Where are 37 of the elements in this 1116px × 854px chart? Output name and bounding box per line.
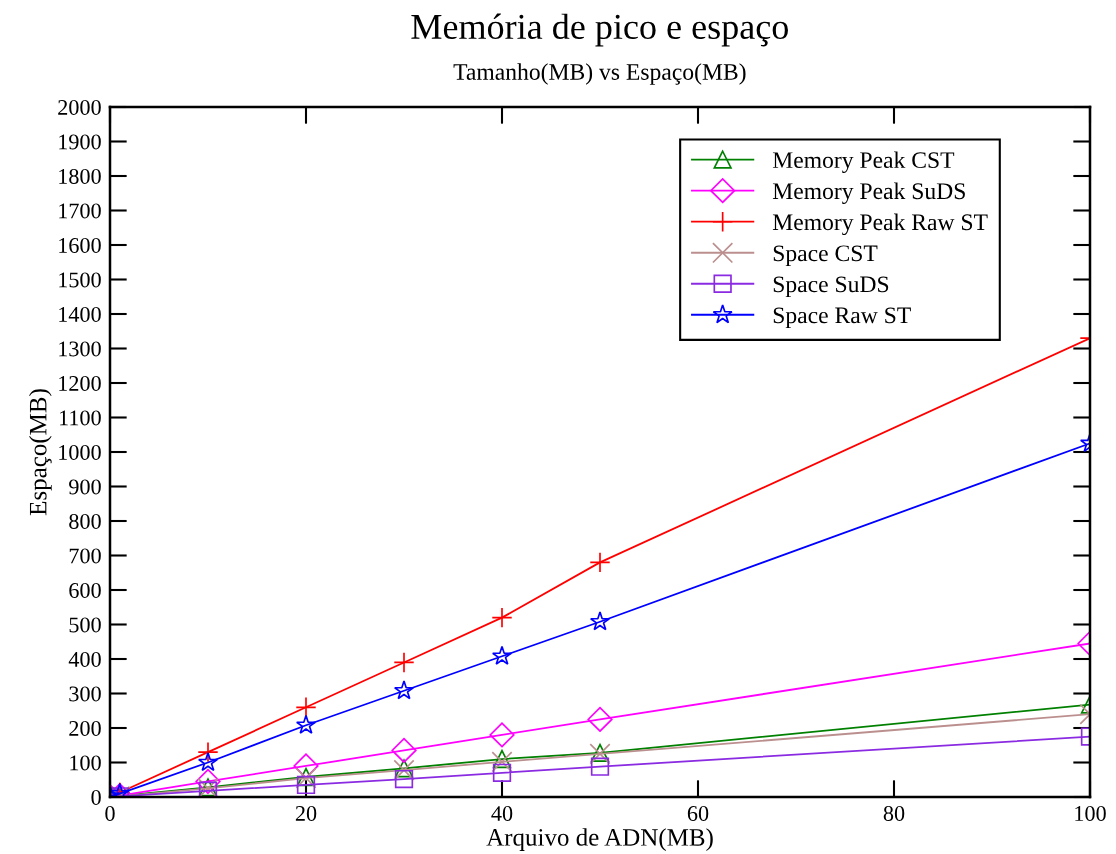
- y-tick-label: 700: [69, 548, 101, 564]
- chart-title: Memória de pico e espaço: [411, 13, 788, 47]
- x-tick-label: 60: [687, 805, 709, 821]
- y-tick-label: 900: [69, 479, 101, 495]
- y-tick-label: 1100: [60, 410, 101, 426]
- x-tick-label: 20: [295, 805, 317, 821]
- legend-label: Memory Peak SuDS: [772, 182, 965, 204]
- x-tick-label: 0: [105, 805, 115, 821]
- y-tick-label: 300: [69, 686, 101, 702]
- x-tick-label: 40: [491, 805, 513, 821]
- y-tick-label: 200: [69, 720, 101, 736]
- y-tick-label: 2000: [58, 99, 101, 115]
- chart-subtitle: Tamanho(MB) vs Espaço(MB): [453, 63, 746, 85]
- y-tick-label: 1800: [59, 168, 101, 184]
- y-tick-label: 400: [68, 651, 101, 667]
- y-tick-label: 1400: [59, 306, 101, 322]
- y-tick-label: 1300: [59, 341, 101, 357]
- y-tick-label: 1000: [59, 444, 101, 460]
- y-tick-label: 1500: [59, 272, 101, 288]
- y-tick-label: 500: [69, 617, 101, 633]
- x-axis-title: Arquivo de ADN(MB): [486, 828, 713, 851]
- legend-label: Space CST: [773, 245, 878, 267]
- legend-label: Memory Peak Raw ST: [772, 213, 988, 236]
- y-tick-label: 800: [69, 513, 101, 529]
- y-tick-label: 1900: [59, 134, 101, 150]
- y-tick-label: 1700: [59, 203, 101, 219]
- legend-label: Space SuDS: [773, 276, 889, 298]
- x-tick-label: 80: [883, 805, 905, 821]
- y-tick-label: 100: [70, 755, 101, 771]
- legend-label: Memory Peak CST: [772, 151, 955, 173]
- x-tick-label: 100: [1075, 805, 1106, 821]
- y-tick-label: 1600: [59, 237, 101, 253]
- y-axis-title: Espaço(MB): [28, 389, 52, 516]
- y-tick-label: 600: [69, 582, 101, 598]
- legend-label: Space Raw ST: [773, 307, 911, 329]
- y-tick-label: 1200: [59, 375, 101, 391]
- y-tick-label: 0: [91, 789, 101, 805]
